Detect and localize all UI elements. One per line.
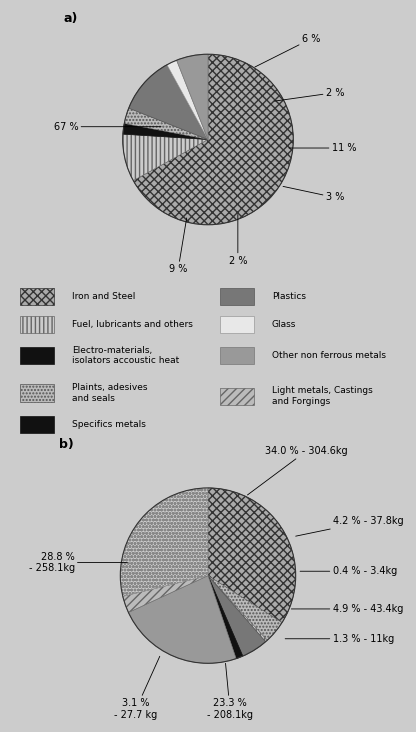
- FancyBboxPatch shape: [20, 347, 54, 365]
- FancyBboxPatch shape: [220, 288, 254, 305]
- Text: 3 %: 3 %: [283, 187, 344, 203]
- FancyBboxPatch shape: [20, 416, 54, 433]
- Text: 1.3 % - 11kg: 1.3 % - 11kg: [285, 634, 394, 643]
- Text: 28.8 %
- 258.1kg: 28.8 % - 258.1kg: [29, 552, 127, 573]
- Text: 3.1 %
- 27.7 kg: 3.1 % - 27.7 kg: [114, 657, 160, 720]
- FancyBboxPatch shape: [220, 347, 254, 365]
- Wedge shape: [208, 575, 265, 656]
- Text: Electro-materials,
isolators accoustic heat: Electro-materials, isolators accoustic h…: [72, 346, 179, 365]
- Text: 23.3 %
- 208.1kg: 23.3 % - 208.1kg: [207, 663, 253, 720]
- Wedge shape: [120, 488, 208, 597]
- Wedge shape: [208, 488, 296, 623]
- Wedge shape: [123, 134, 208, 181]
- FancyBboxPatch shape: [220, 315, 254, 333]
- Text: Fuel, lubricants and others: Fuel, lubricants and others: [72, 320, 193, 329]
- Text: 2 %: 2 %: [229, 214, 247, 266]
- Text: a): a): [63, 12, 77, 25]
- FancyBboxPatch shape: [20, 315, 54, 333]
- Text: Glass: Glass: [272, 320, 296, 329]
- Wedge shape: [167, 60, 208, 140]
- Wedge shape: [208, 575, 267, 642]
- FancyBboxPatch shape: [20, 384, 54, 402]
- Text: 2 %: 2 %: [275, 88, 344, 101]
- Text: 9 %: 9 %: [169, 218, 187, 274]
- Text: Specifics metals: Specifics metals: [72, 419, 146, 429]
- Text: Light metals, Castings
and Forgings: Light metals, Castings and Forgings: [272, 386, 373, 406]
- Wedge shape: [208, 575, 243, 659]
- Wedge shape: [129, 575, 236, 663]
- Text: 67 %: 67 %: [54, 122, 161, 132]
- Text: 34.0 % - 304.6kg: 34.0 % - 304.6kg: [248, 446, 348, 495]
- Text: b): b): [59, 438, 74, 451]
- Wedge shape: [129, 64, 208, 140]
- Text: Other non ferrous metals: Other non ferrous metals: [272, 351, 386, 360]
- Wedge shape: [177, 54, 208, 140]
- Text: 4.2 % - 37.8kg: 4.2 % - 37.8kg: [296, 516, 403, 536]
- Text: 0.4 % - 3.4kg: 0.4 % - 3.4kg: [300, 567, 397, 576]
- Wedge shape: [208, 575, 282, 640]
- Text: Plaints, adesives
and seals: Plaints, adesives and seals: [72, 384, 148, 403]
- Text: 6 %: 6 %: [255, 34, 320, 67]
- Wedge shape: [133, 54, 293, 225]
- Text: Iron and Steel: Iron and Steel: [72, 292, 136, 301]
- FancyBboxPatch shape: [220, 387, 254, 405]
- Text: Plastics: Plastics: [272, 292, 306, 301]
- Wedge shape: [123, 575, 208, 613]
- Text: 11 %: 11 %: [289, 143, 356, 153]
- Text: 4.9 % - 43.4kg: 4.9 % - 43.4kg: [291, 604, 403, 614]
- Wedge shape: [123, 124, 208, 140]
- FancyBboxPatch shape: [20, 288, 54, 305]
- Wedge shape: [124, 108, 208, 140]
